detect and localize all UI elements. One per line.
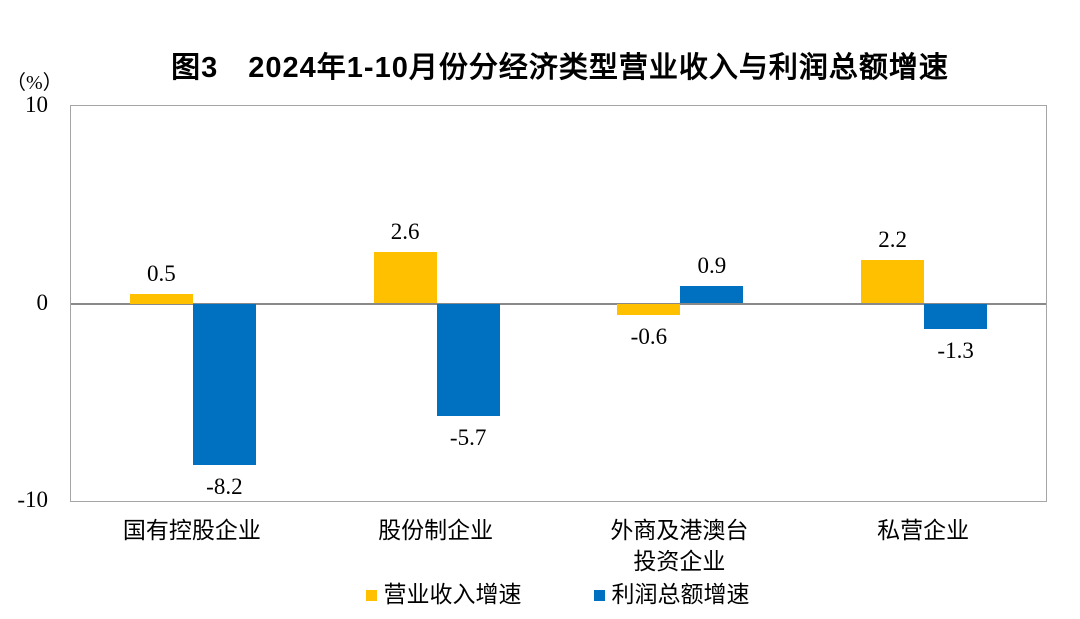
- bar-total-profit-growth-2: [680, 285, 744, 304]
- bar-operating-revenue-growth-2: [617, 303, 681, 316]
- value-label-total-profit-growth-3: -1.3: [937, 338, 974, 364]
- zero-axis-line: [71, 302, 1046, 305]
- y-tick-label: 0: [36, 289, 49, 315]
- y-tick-label: 10: [25, 92, 48, 117]
- category-label-2: 外商及港澳台 投资企业: [610, 518, 749, 574]
- value-label-operating-revenue-growth-0: 0.5: [147, 260, 176, 286]
- legend: 营业收入增速 利润总额增速: [70, 578, 1045, 612]
- value-label-total-profit-growth-1: -5.7: [449, 425, 487, 451]
- legend-swatch-total-profit-growth: [593, 589, 605, 601]
- plot-area: 0.5 -8.2 2.6 -5.7 -0.6 0.9 2.2 -1.3: [70, 105, 1047, 502]
- legend-label-operating-revenue-growth: 营业收入增速: [383, 582, 522, 607]
- legend-swatch-operating-revenue-growth: [365, 589, 377, 601]
- chart-title: 图3 2024年1-10月份分经济类型营业收入与利润总额增速: [171, 52, 949, 84]
- bar-operating-revenue-growth-1: [373, 252, 437, 304]
- value-label-total-profit-growth-0: -8.2: [206, 474, 243, 500]
- bar-total-profit-growth-1: [436, 303, 500, 417]
- value-label-operating-revenue-growth-1: 2.6: [390, 219, 420, 245]
- bar-total-profit-growth-3: [924, 303, 988, 330]
- y-tick-label: -10: [17, 487, 48, 512]
- category-label-1: 股份制企业: [378, 518, 494, 543]
- category-label-3: 私营企业: [877, 518, 970, 543]
- legend-item-operating-revenue-growth: 营业收入增速: [365, 580, 522, 610]
- bar-operating-revenue-growth-3: [861, 260, 925, 304]
- y-axis-unit-label: （%）: [6, 72, 63, 94]
- value-label-operating-revenue-growth-3: 2.2: [878, 227, 907, 253]
- legend-item-total-profit-growth: 利润总额增速: [593, 580, 750, 610]
- bar-total-profit-growth-0: [192, 303, 256, 466]
- value-label-operating-revenue-growth-2: -0.6: [630, 324, 668, 350]
- category-label-0: 国有控股企业: [122, 518, 261, 543]
- value-label-total-profit-growth-2: 0.9: [697, 252, 727, 278]
- bar-operating-revenue-growth-0: [129, 293, 193, 304]
- legend-label-total-profit-growth: 利润总额增速: [611, 582, 750, 607]
